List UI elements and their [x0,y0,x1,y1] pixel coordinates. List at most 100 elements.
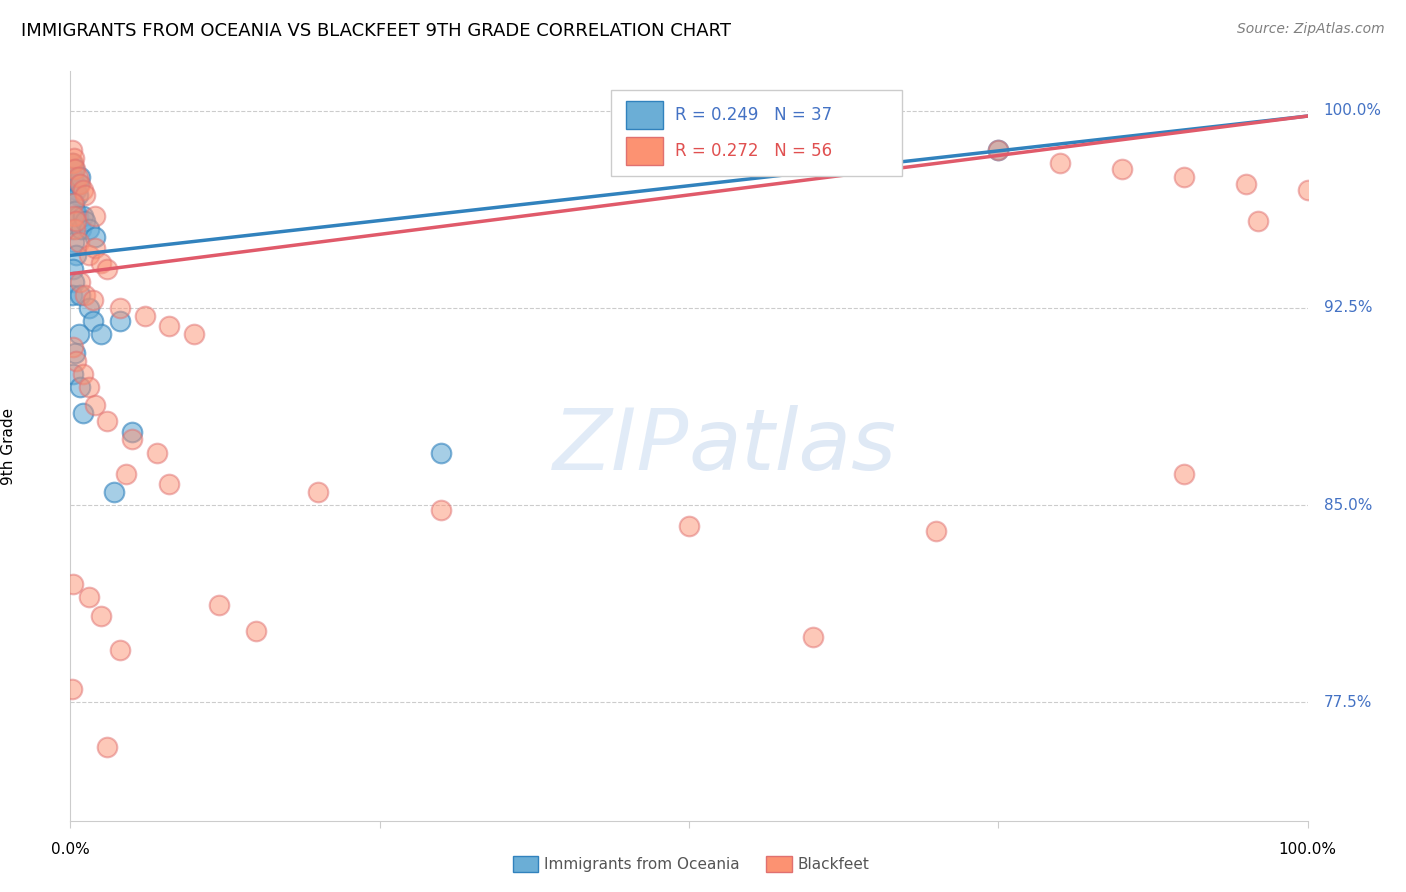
Point [430,445,453,459]
Point [63,209,86,223]
Point [77,222,100,236]
Point [69,275,91,289]
Point [134,309,156,323]
Point [72,406,94,420]
Point [65,222,87,236]
Point [63,195,86,210]
Text: 92.5%: 92.5% [1323,301,1372,316]
Point [208,598,231,612]
Point [1234,178,1257,192]
Point [90,327,112,342]
Point [63,161,86,176]
Point [66,209,89,223]
Text: 100.0%: 100.0% [1278,842,1337,856]
Point [65,183,87,197]
Point [69,178,91,192]
Point [183,327,205,342]
Point [121,425,143,439]
Point [987,143,1010,157]
Point [75,188,97,202]
Point [60,156,83,170]
Point [1111,161,1133,176]
Point [84,398,107,412]
Point [678,519,700,533]
Point [67,235,90,250]
Bar [626,136,664,165]
Point [60,682,83,697]
Point [72,183,94,197]
Point [987,143,1010,157]
Point [62,340,84,354]
Point [65,248,87,262]
FancyBboxPatch shape [612,90,901,177]
Point [69,288,91,302]
Point [108,642,131,657]
Point [65,178,87,192]
Point [77,380,100,394]
Point [62,367,84,381]
Point [72,367,94,381]
Point [62,156,84,170]
Point [67,327,90,342]
Point [245,624,267,639]
Point [63,235,86,250]
Text: 0.0%: 0.0% [51,842,90,856]
Point [62,169,84,184]
Point [1296,183,1319,197]
Point [67,178,90,192]
Point [77,248,100,262]
Point [75,214,97,228]
Text: IMMIGRANTS FROM OCEANIA VS BLACKFEET 9TH GRADE CORRELATION CHART: IMMIGRANTS FROM OCEANIA VS BLACKFEET 9TH… [21,22,731,40]
Point [62,195,84,210]
Text: ZIP: ZIP [553,404,689,488]
Point [90,256,112,270]
Point [65,214,87,228]
Point [65,345,87,359]
Text: 9th Grade: 9th Grade [1,408,15,484]
Point [1247,214,1270,228]
Point [801,630,824,644]
Point [62,214,84,228]
Point [307,485,329,500]
Text: Source: ZipAtlas.com: Source: ZipAtlas.com [1237,22,1385,37]
Text: Blackfeet: Blackfeet [797,857,869,871]
Point [157,477,180,491]
Bar [626,101,664,129]
Text: 100.0%: 100.0% [1323,103,1382,119]
Point [1049,156,1071,170]
Text: Immigrants from Oceania: Immigrants from Oceania [544,857,740,871]
Point [65,161,87,176]
Point [84,209,107,223]
Point [60,288,83,302]
Point [60,222,83,236]
Point [63,275,86,289]
Point [65,203,87,218]
Point [157,319,180,334]
Point [90,608,112,623]
Point [1173,169,1195,184]
Point [103,485,125,500]
Point [62,261,84,276]
Text: 77.5%: 77.5% [1323,695,1372,710]
Point [70,222,93,236]
Point [121,433,143,447]
Text: atlas: atlas [689,404,897,488]
Point [96,739,118,754]
Point [82,293,104,307]
Point [430,503,453,517]
Point [66,169,89,184]
Point [62,577,84,591]
Point [1173,467,1195,481]
Point [108,314,131,328]
Point [82,314,104,328]
Point [75,288,97,302]
Point [69,169,91,184]
Point [69,380,91,394]
Point [77,301,100,315]
Point [96,261,118,276]
Text: 85.0%: 85.0% [1323,498,1372,513]
Point [60,143,83,157]
Point [84,230,107,244]
Point [96,414,118,428]
Point [925,524,948,539]
